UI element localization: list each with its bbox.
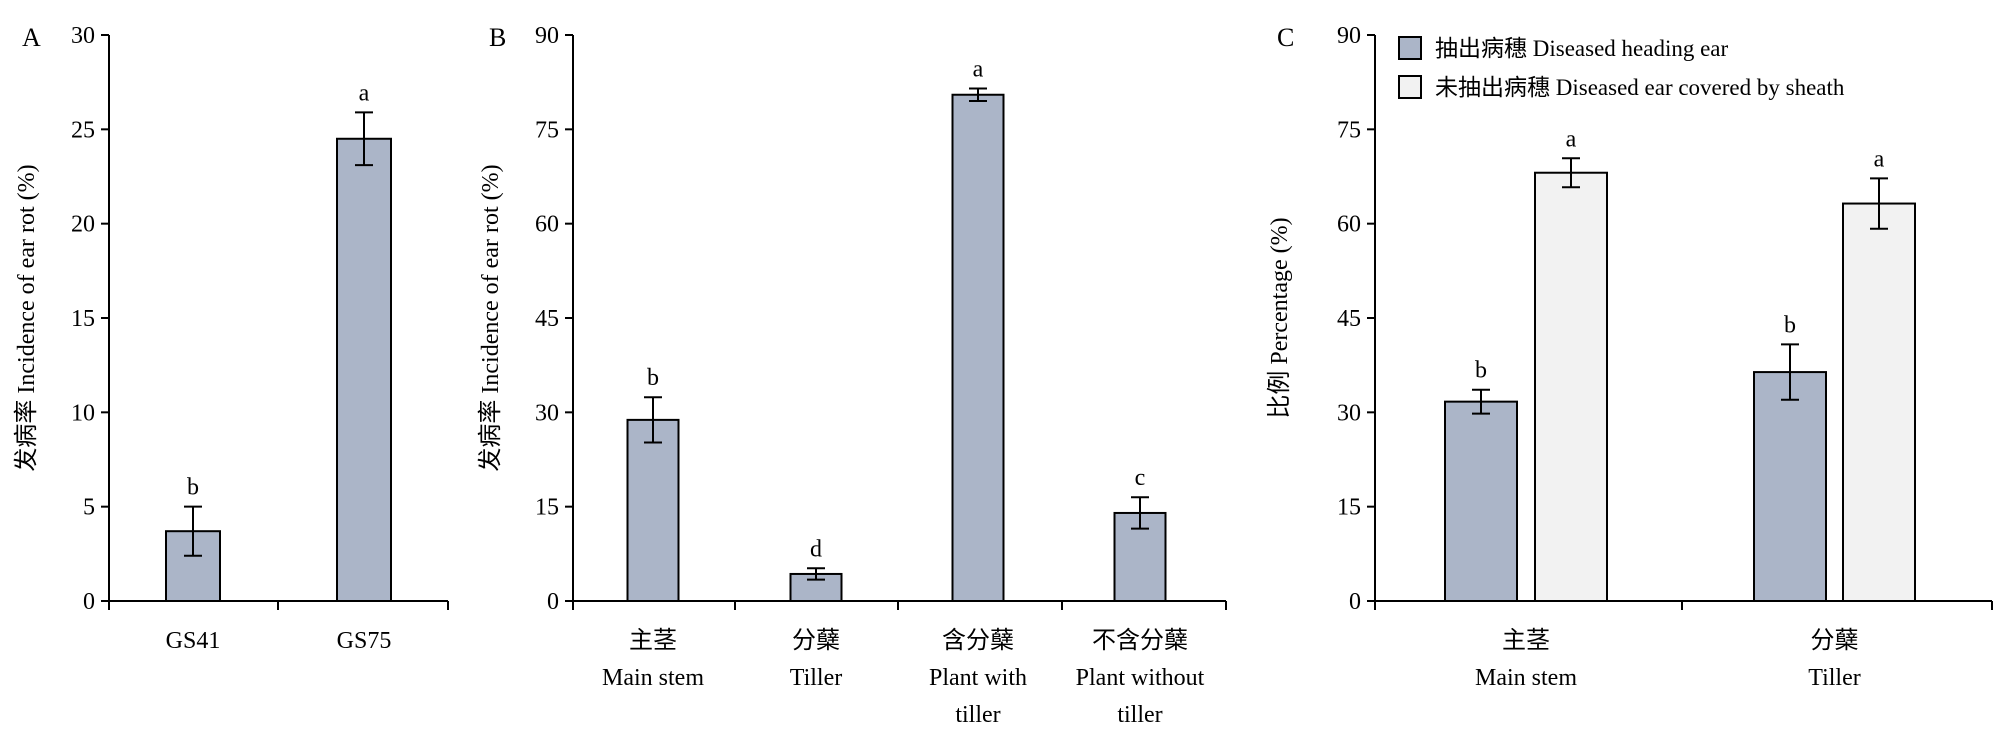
panel-c-category-label: Main stem	[1475, 665, 1577, 691]
panel-b-y-tick-label: 60	[535, 212, 559, 238]
panel-c-significance-letter: a	[1874, 146, 1885, 172]
panel-c-significance-letter: a	[1566, 126, 1577, 152]
panel-c-y-axis-label: 比例 Percentage (%)	[1266, 217, 1293, 418]
panel-b-significance-letter: d	[810, 536, 822, 562]
panel-c-label: C	[1277, 23, 1294, 52]
panel-c-y-tick-label: 45	[1337, 306, 1361, 332]
panel-a-y-tick-label: 0	[83, 589, 95, 615]
panel-b-bar	[626, 418, 680, 602]
panel-b-y-tick-label: 45	[535, 306, 559, 332]
panel-a-y-tick-label: 10	[71, 400, 95, 426]
panel-b-bar	[951, 93, 1005, 602]
panel-a-significance-letter: a	[359, 80, 370, 106]
panel-b-category-label: Plant without	[1076, 665, 1205, 691]
panel-c-significance-letter: b	[1475, 358, 1487, 384]
panel-b-y-tick-label: 75	[535, 117, 559, 143]
panel-c-category-label: 主茎	[1502, 627, 1550, 654]
panel-c-category-label: Tiller	[1808, 665, 1860, 691]
panel-c-bar	[1444, 400, 1518, 602]
panel-c-category-label: 分蘖	[1811, 627, 1859, 654]
panel-a-y-axis-label: 发病率 Incidence of ear rot (%)	[13, 164, 40, 471]
panel-b-category-label: Main stem	[602, 665, 704, 691]
panel-b-y-tick-label: 0	[547, 589, 559, 615]
panel-b-significance-letter: a	[973, 56, 984, 82]
panel-c-y-tick-label: 60	[1337, 212, 1361, 238]
panel-b-category-label: tiller	[1117, 702, 1162, 728]
panel-b-label: B	[489, 23, 506, 52]
panel-c-legend-swatch	[1398, 36, 1422, 60]
panel-c-significance-letter: b	[1784, 312, 1796, 338]
panel-a-label: A	[22, 23, 41, 52]
panel-c-bar	[1534, 171, 1608, 603]
panel-b-category-label: 主茎	[629, 627, 677, 654]
panel-b-y-tick-label: 90	[535, 23, 559, 49]
panel-a-y-tick-label: 20	[71, 212, 95, 238]
panel-a-y-tick-label: 30	[71, 23, 95, 49]
panel-a-significance-letter: b	[187, 475, 199, 501]
panel-c-y-tick-label: 15	[1337, 495, 1361, 521]
panel-a-bar	[336, 137, 392, 602]
panel-b-significance-letter: c	[1135, 465, 1146, 491]
panel-c-y-tick-label: 75	[1337, 117, 1361, 143]
panel-b-category-label: 分蘖	[792, 627, 840, 654]
panel-c-legend-label: 未抽出病穗 Diseased ear covered by sheath	[1435, 75, 1845, 100]
panel-b-category-label: Tiller	[790, 665, 842, 691]
panel-b-significance-letter: b	[647, 365, 659, 391]
panel-a-category-label: GS41	[166, 628, 221, 654]
panel-b-y-axis-label: 发病率 Incidence of ear rot (%)	[477, 164, 504, 471]
panel-b-category-label: tiller	[955, 702, 1000, 728]
panel-c-bar	[1753, 371, 1827, 602]
panel-c-bar	[1842, 202, 1916, 602]
panel-c-legend-swatch	[1398, 75, 1422, 99]
panel-c-y-tick-label: 90	[1337, 23, 1361, 49]
panel-c-y-tick-label: 30	[1337, 400, 1361, 426]
panel-a-y-tick-label: 25	[71, 117, 95, 143]
panel-b-y-tick-label: 15	[535, 495, 559, 521]
panel-a-y-tick-label: 5	[83, 495, 95, 521]
panel-b-category-label: Plant with	[929, 665, 1027, 691]
panel-a-category-label: GS75	[337, 628, 392, 654]
panel-b-category-label: 不含分蘖	[1092, 627, 1188, 654]
panel-c-y-tick-label: 0	[1349, 589, 1361, 615]
panel-b-y-tick-label: 30	[535, 400, 559, 426]
panel-c-legend-label: 抽出病穗 Diseased heading ear	[1435, 36, 1729, 61]
panel-a-y-tick-label: 15	[71, 306, 95, 332]
panel-b-category-label: 含分蘖	[942, 627, 1014, 654]
